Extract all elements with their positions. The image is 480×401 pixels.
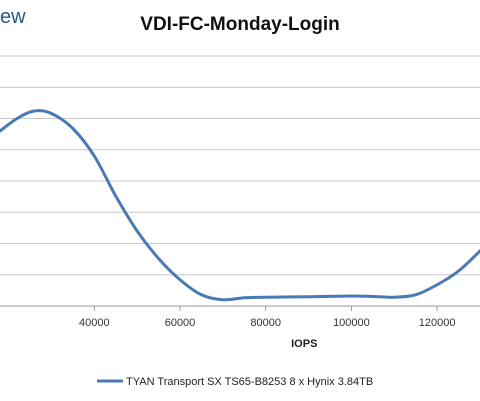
logo-text-fragment: ew bbox=[0, 6, 26, 28]
x-tick-label: 60000 bbox=[165, 317, 196, 329]
chart-title: VDI-FC-Monday-Login bbox=[140, 14, 340, 35]
x-tick-label: 100000 bbox=[333, 317, 370, 329]
series-line-0 bbox=[0, 109, 480, 302]
legend: TYAN Transport SX TS65-B8253 8 x Hynix 3… bbox=[97, 376, 373, 388]
legend-label: TYAN Transport SX TS65-B8253 8 x Hynix 3… bbox=[126, 376, 373, 388]
x-axis-label: IOPS bbox=[291, 338, 317, 350]
x-tick-label: 120000 bbox=[419, 317, 456, 329]
x-tick-label: 40000 bbox=[79, 317, 110, 329]
x-tick-label: 80000 bbox=[250, 317, 281, 329]
